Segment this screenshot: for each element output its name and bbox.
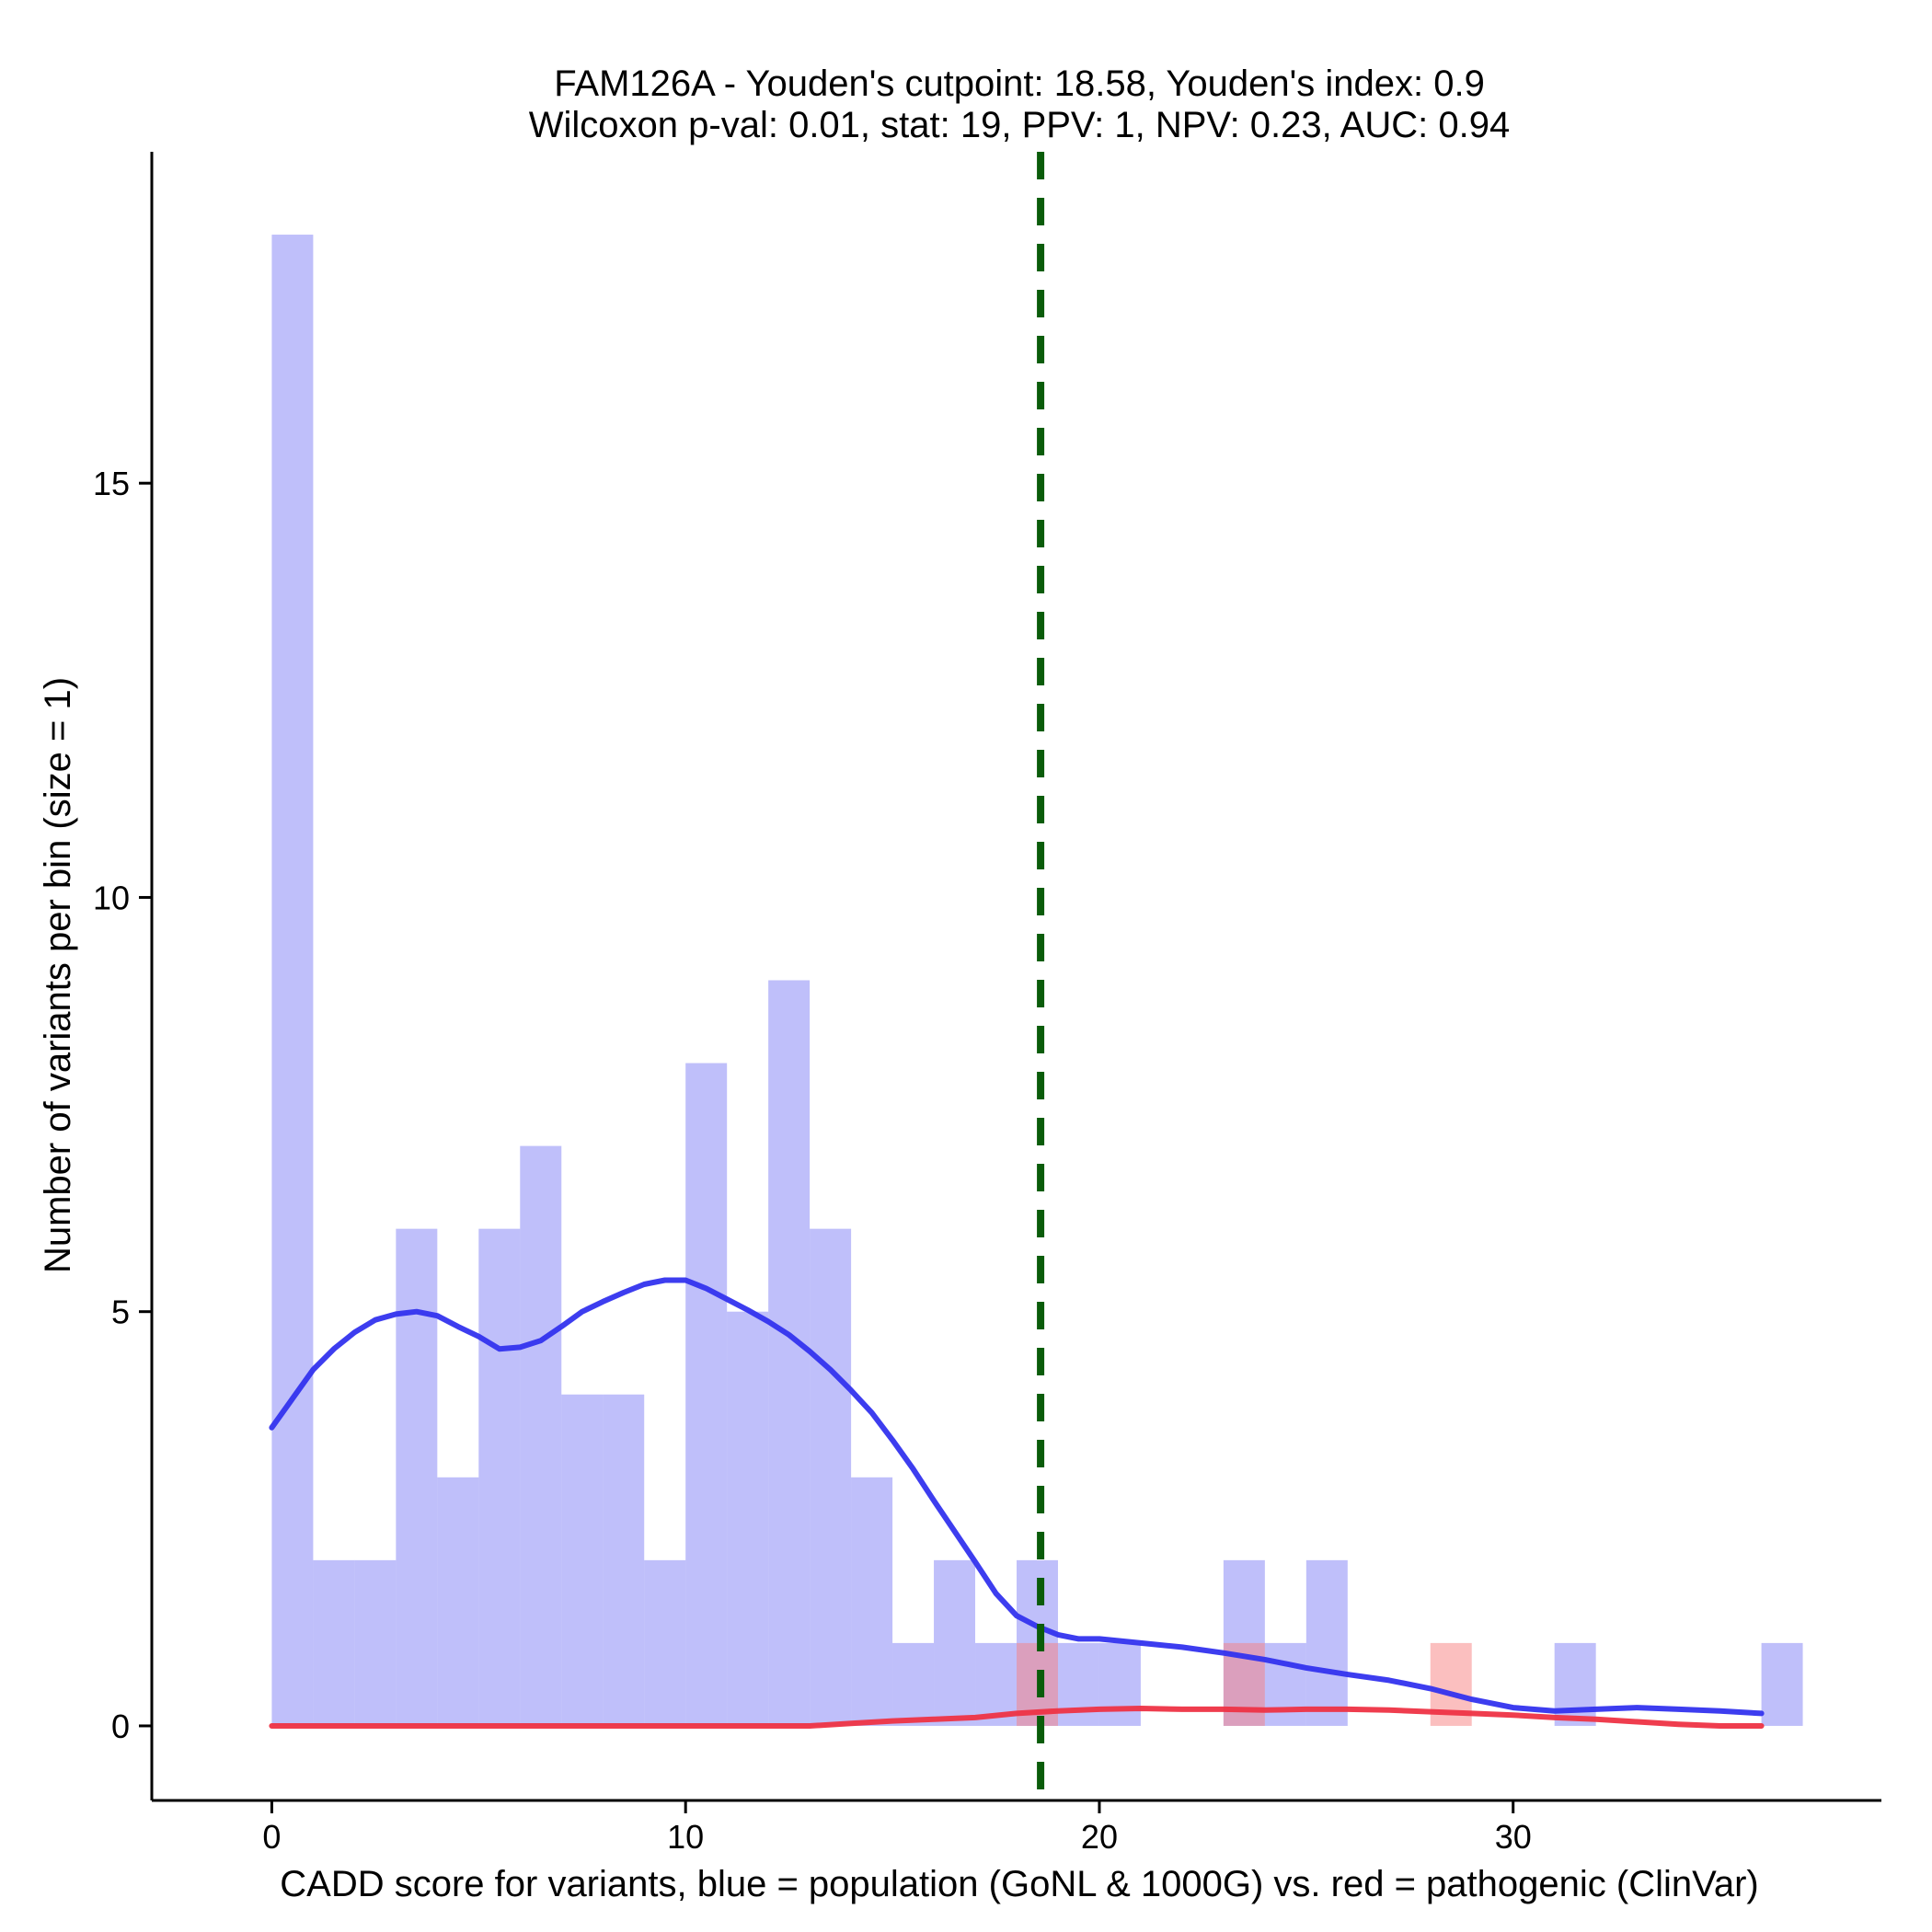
population-bar [354,1559,397,1726]
x-tick-label: 10 [667,1818,704,1856]
population-bar [478,1228,521,1726]
population-bar [313,1559,355,1726]
y-axis-label: Number of variants per bin (size = 1) [38,677,78,1273]
y-tick-label: 0 [111,1708,130,1745]
population-bar [396,1228,438,1726]
population-bar [1057,1642,1099,1726]
population-bar [603,1394,645,1726]
population-bar [1761,1642,1803,1726]
population-bar [1305,1559,1348,1726]
y-axis-ticks: 0 5 10 15 [93,465,152,1745]
population-bar [768,980,811,1726]
x-tick-label: 0 [262,1818,281,1856]
population-bar [934,1559,976,1726]
population-bar [810,1228,852,1726]
y-tick-label: 10 [93,879,130,916]
population-bar [892,1642,935,1726]
x-axis-ticks: 0 10 20 30 [262,1800,1532,1856]
pathogenic-density-line [269,1706,1765,1729]
population-bar [685,1063,728,1726]
x-tick-label: 30 [1495,1818,1532,1856]
population-bar [1098,1642,1141,1726]
population-density-line [269,1277,1765,1717]
population-bar [1264,1642,1306,1726]
population-bar [851,1477,893,1726]
x-tick-label: 20 [1081,1818,1118,1856]
population-bar [1554,1642,1596,1726]
population-bar [727,1311,769,1726]
chart-title-line-1: FAM126A - Youden's cutpoint: 18.58, Youd… [554,63,1485,104]
population-bar [437,1477,479,1726]
population-bar [520,1145,562,1726]
y-tick-label: 5 [111,1294,130,1331]
density-lines [269,1277,1765,1729]
population-bar [644,1559,686,1726]
x-axis-label: CADD score for variants, blue = populati… [280,1864,1758,1904]
population-bar [561,1394,604,1726]
population-bar [271,235,314,1726]
chart-title-line-2: Wilcoxon p-val: 0.01, stat: 19, PPV: 1, … [529,105,1510,145]
y-tick-label: 15 [93,465,130,502]
